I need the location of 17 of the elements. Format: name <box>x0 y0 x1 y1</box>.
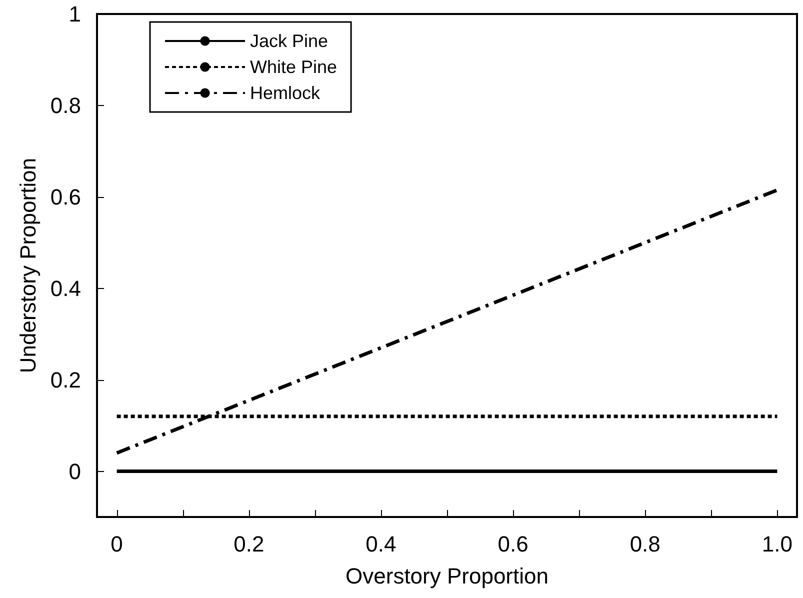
legend-label: Hemlock <box>250 83 322 103</box>
legend-label: Jack Pine <box>250 31 328 51</box>
x-tick-label: 0.4 <box>366 532 396 556</box>
y-tick-label: 1 <box>68 2 81 26</box>
y-tick-label: 0 <box>68 458 81 484</box>
y-tick-label: 0.6 <box>50 184 81 210</box>
x-tick-label: 0.6 <box>498 532 528 556</box>
x-tick-label: 1.0 <box>762 532 792 556</box>
x-tick-label: 0.8 <box>630 532 660 556</box>
x-axis-title: Overstory Proportion <box>346 564 548 588</box>
y-tick-label: 0.8 <box>50 92 81 118</box>
legend-label: White Pine <box>250 57 338 77</box>
y-axis-title: Understory Proportion <box>16 158 40 374</box>
x-tick-label: 0 <box>110 532 123 556</box>
y-tick-label: 0.2 <box>50 367 81 392</box>
y-tick-label: 0.4 <box>50 276 81 301</box>
x-tick-label: 0.2 <box>234 532 264 556</box>
